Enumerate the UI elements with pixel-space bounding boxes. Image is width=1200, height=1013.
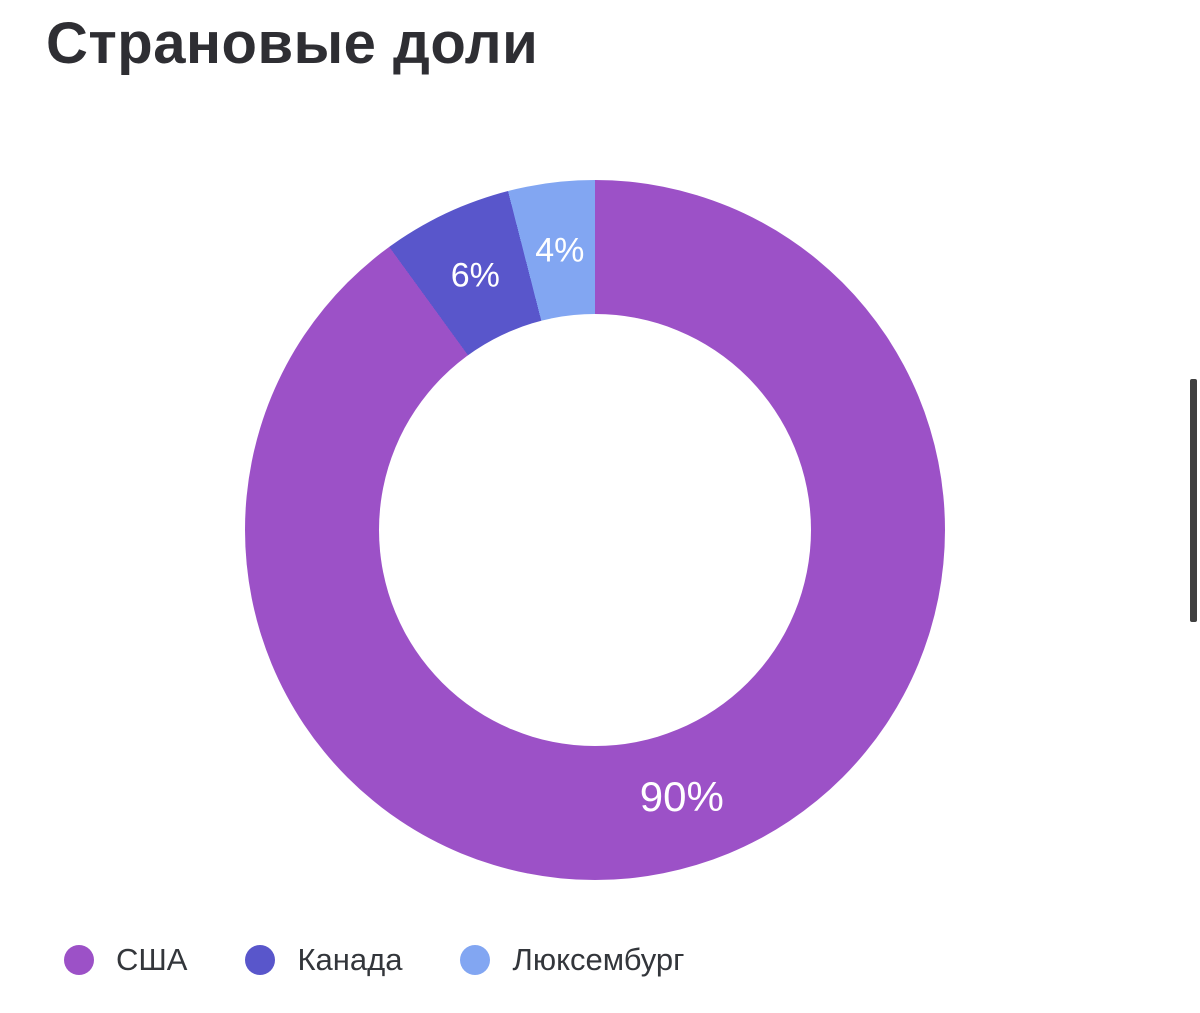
legend-label: США [116, 942, 188, 977]
legend-item-usa[interactable]: США [64, 942, 187, 978]
slice-label-usa: 90% [639, 773, 724, 821]
legend-item-canada[interactable]: Канада [245, 942, 402, 978]
page-title: Страновые доли [46, 11, 539, 76]
legend-color-dot-icon [64, 945, 94, 975]
slice-label-luxembourg: 4% [535, 231, 585, 270]
donut-hole [379, 314, 811, 746]
legend-label: Канада [297, 942, 403, 977]
slice-label-canada: 6% [450, 256, 500, 295]
legend-label: Люксембург [512, 942, 685, 977]
scrollbar-thumb[interactable] [1190, 379, 1197, 622]
legend-item-luxembourg[interactable]: Люксембург [460, 942, 684, 978]
legend: США Канада Люксембург [64, 942, 684, 978]
legend-color-dot-icon [460, 945, 491, 975]
legend-color-dot-icon [245, 945, 276, 975]
donut-chart: 90% 6% 4% [245, 180, 945, 880]
